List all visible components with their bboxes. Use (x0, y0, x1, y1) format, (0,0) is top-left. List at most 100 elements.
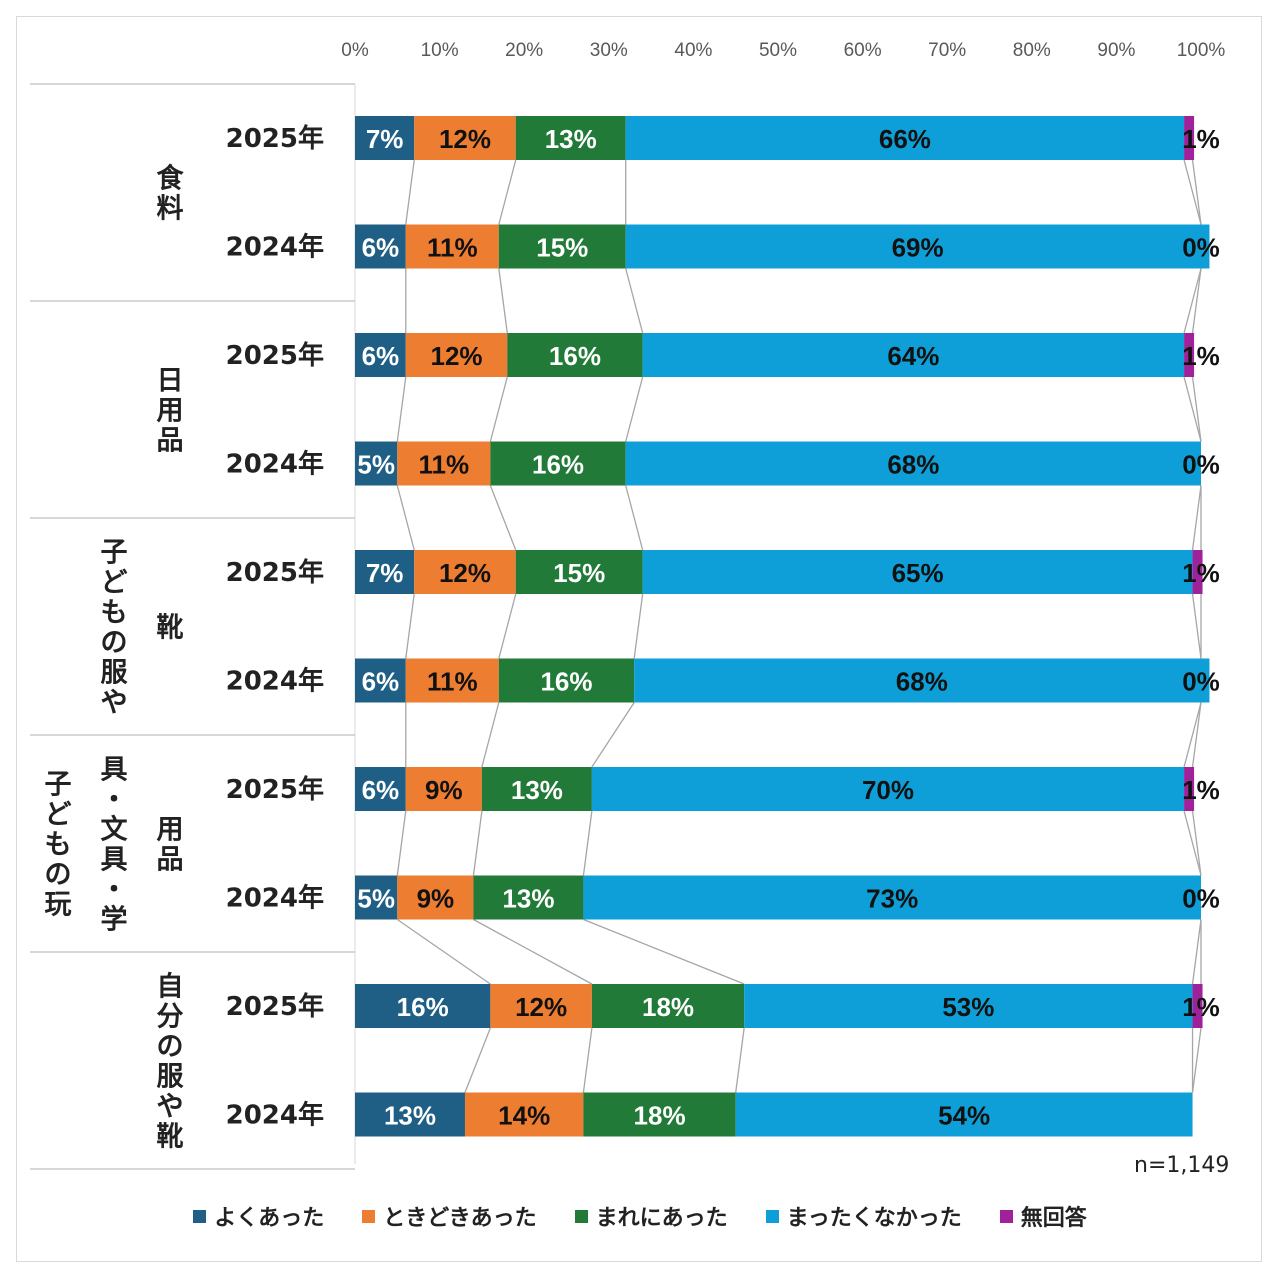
data-label: 5% (357, 450, 395, 480)
x-tick-label: 90% (1097, 40, 1135, 61)
x-tick-label: 60% (844, 40, 882, 61)
group-label-char: 服 (157, 1062, 185, 1093)
group-label-char: の (45, 860, 72, 891)
bar-segment-まれにあった (481, 767, 592, 811)
legend-label: まったくなかった (786, 1206, 962, 1231)
legend-item: まれにあった (574, 1200, 728, 1232)
row-year-label: 2025年 (226, 557, 324, 588)
bar-segment-まったくなかった (744, 984, 1193, 1028)
group-label-char: 料 (157, 194, 184, 225)
data-label: 16% (540, 667, 592, 697)
bar-segment-まったくなかった (591, 767, 1185, 811)
data-label: 6% (362, 775, 400, 805)
data-label: 13% (502, 884, 554, 914)
series-connector-line (1191, 593, 1202, 659)
series-connector-line (582, 1027, 593, 1093)
group-label-char: 用 (157, 396, 184, 427)
bar-segment-まれにあった (515, 116, 626, 160)
group-label-char: の (157, 1032, 184, 1063)
data-label: 7% (366, 124, 404, 154)
bar-segment-まれにあった (583, 1092, 736, 1137)
bar-segment-無回答 (1184, 767, 1195, 811)
row-year-label: 2024年 (226, 883, 324, 914)
data-label: 12% (430, 341, 482, 371)
data-label: 12% (515, 992, 567, 1022)
data-label: 1% (1182, 341, 1220, 371)
bar-segment-まったくなかった (625, 224, 1210, 269)
bar-segment-よくあった (355, 984, 491, 1028)
bar-segment-まったくなかった (735, 1092, 1193, 1137)
bar-segment-まれにあった (498, 224, 626, 269)
legend-swatch (765, 1209, 779, 1223)
row-year-label: 2025年 (226, 123, 324, 154)
series-connector-line (1183, 268, 1202, 334)
group-label-char: ど (101, 568, 128, 599)
group-label-char: 食 (157, 163, 185, 195)
series-connector-line (625, 268, 644, 334)
series-connector-line (1183, 376, 1202, 442)
data-label: 69% (892, 233, 944, 263)
series-connector-line (1191, 376, 1202, 442)
row-year-label: 2024年 (226, 666, 324, 697)
bar-segment-まったくなかった (625, 441, 1201, 486)
bar-segment-まったくなかった (583, 875, 1201, 920)
data-label: 73% (866, 884, 918, 914)
data-label: 13% (384, 1101, 436, 1131)
series-connector-line (498, 268, 508, 334)
data-label: 70% (862, 775, 914, 805)
bar-segment-まれにあった (507, 333, 643, 377)
bar-segment-ときどきあった (405, 333, 508, 377)
series-connector-line (1191, 1027, 1202, 1093)
bar-segment-よくあった (355, 333, 406, 377)
legend-label: ときどきあった (383, 1206, 537, 1231)
group-label-char: や (101, 688, 128, 719)
group-label-char: も (45, 830, 72, 861)
data-label: 9% (417, 884, 455, 914)
data-label: 12% (439, 558, 491, 588)
series-connector-line (582, 810, 593, 876)
legend-label: まれにあった (595, 1206, 728, 1231)
bar-segment-よくあった (355, 224, 406, 269)
group-label-char: の (101, 628, 128, 659)
data-label: 53% (942, 992, 994, 1022)
bar-segment-まれにあった (515, 550, 643, 594)
series-connector-line (1191, 919, 1202, 985)
x-tick-label: 0% (341, 40, 369, 61)
row-year-label: 2024年 (226, 232, 324, 263)
group-label-char: 日 (157, 366, 184, 397)
data-label: 13% (545, 124, 597, 154)
data-label: 1% (1182, 775, 1220, 805)
bar-segment-まれにあった (490, 441, 626, 486)
series-connector-line (396, 376, 407, 442)
series-connector-line (396, 918, 491, 985)
series-connector-line (473, 918, 593, 985)
data-label: 1% (1182, 558, 1220, 588)
bar-segment-ときどきあった (405, 767, 482, 811)
bar-segment-ときどきあった (464, 1092, 584, 1137)
legend-item: 無回答 (999, 1200, 1087, 1232)
series-connector-line (396, 485, 415, 551)
series-connector-line (472, 810, 483, 876)
bar-segment-よくあった (355, 658, 406, 703)
series-connector-line (405, 593, 415, 659)
bar-segment-ときどきあった (397, 441, 491, 486)
series-connector-line (1183, 810, 1202, 876)
bar-segment-まったくなかった (625, 116, 1185, 160)
group-label-char: 玩 (45, 890, 72, 921)
data-label: 11% (419, 450, 470, 480)
x-tick-label: 20% (505, 40, 543, 61)
group-label-char: 品 (157, 845, 184, 876)
data-label: 18% (634, 1101, 686, 1131)
legend-swatch (362, 1209, 376, 1223)
series-connector-line (489, 376, 508, 442)
row-year-label: 2025年 (226, 340, 324, 371)
x-tick-label: 70% (928, 40, 966, 61)
data-label: 16% (549, 341, 601, 371)
chart-legend: よくあった ときどきあった まれにあった まったくなかった 無回答 (0, 1200, 1280, 1232)
series-connector-line (625, 485, 644, 551)
group-label-char: や (157, 1092, 184, 1123)
legend-swatch (574, 1209, 588, 1223)
group-label-char: 自 (157, 971, 184, 1003)
data-label: 18% (642, 992, 694, 1022)
series-connector-line (1191, 268, 1202, 334)
